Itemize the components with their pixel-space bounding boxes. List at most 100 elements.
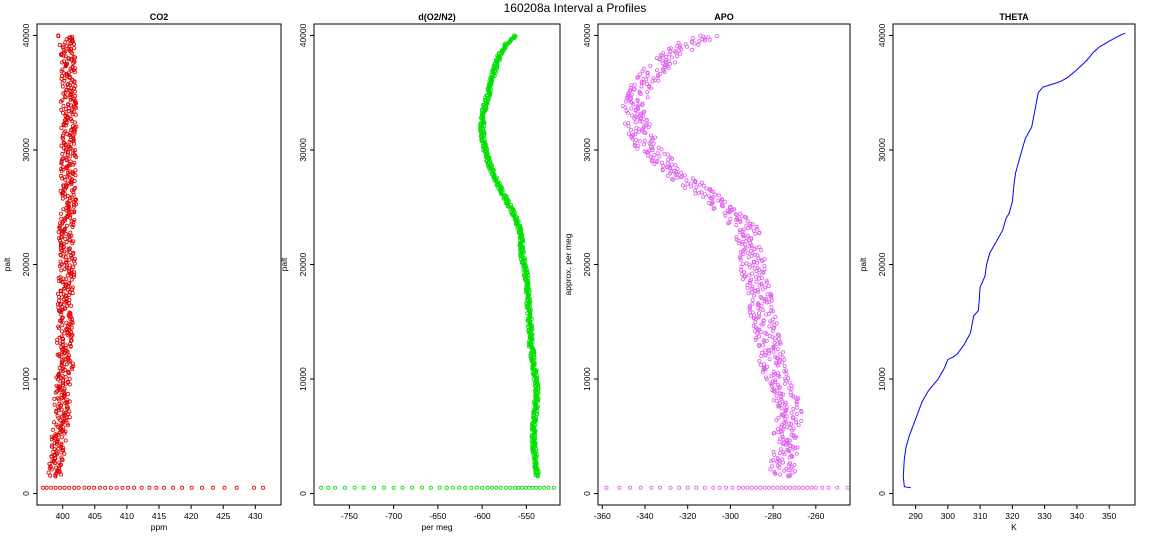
data-point xyxy=(750,271,755,276)
data-point xyxy=(59,301,64,306)
data-point xyxy=(750,301,755,306)
data-point xyxy=(629,85,634,90)
data-point xyxy=(63,149,68,154)
data-point xyxy=(67,246,72,251)
data-point xyxy=(67,144,72,149)
data-point xyxy=(764,375,769,380)
data-point xyxy=(775,363,780,368)
data-point xyxy=(767,351,772,356)
data-point xyxy=(59,211,64,216)
data-point xyxy=(753,319,758,324)
data-point xyxy=(65,398,70,403)
data-point xyxy=(785,437,790,442)
data-point xyxy=(450,485,455,490)
data-point xyxy=(234,485,239,490)
data-point xyxy=(773,379,778,384)
data-point xyxy=(784,405,789,410)
data-point xyxy=(737,228,742,233)
x-tick-label: -360 xyxy=(594,511,611,521)
y-tick-label: 10000 xyxy=(298,367,308,391)
data-point xyxy=(777,337,782,342)
data-point xyxy=(782,468,787,473)
data-point xyxy=(642,142,647,147)
data-point xyxy=(97,485,102,490)
x-tick-label: 430 xyxy=(248,511,262,521)
data-point xyxy=(61,146,66,151)
x-tick-label: 415 xyxy=(152,511,166,521)
data-point xyxy=(60,358,65,363)
data-point xyxy=(669,162,674,167)
data-point xyxy=(672,60,677,65)
data-point xyxy=(766,347,771,352)
data-point xyxy=(771,349,776,354)
data-point xyxy=(66,106,71,111)
data-point xyxy=(69,319,74,324)
data-point xyxy=(59,289,64,294)
data-point xyxy=(644,117,649,122)
data-point xyxy=(783,400,788,405)
data-point xyxy=(63,374,68,379)
data-point xyxy=(251,485,256,490)
data-point xyxy=(768,381,773,386)
data-point xyxy=(494,485,499,490)
data-point xyxy=(63,438,68,443)
data-point xyxy=(788,485,793,490)
data-point xyxy=(794,420,799,425)
data-point xyxy=(56,396,61,401)
data-point xyxy=(780,457,785,462)
data-point xyxy=(73,100,78,105)
data-point xyxy=(767,357,772,362)
data-point xyxy=(757,311,762,316)
data-point xyxy=(732,207,737,212)
data-point xyxy=(738,229,743,234)
data-point xyxy=(62,76,67,81)
data-point xyxy=(65,304,70,309)
data-point xyxy=(126,485,131,490)
data-point xyxy=(632,87,637,92)
data-point xyxy=(710,200,715,205)
data-point xyxy=(620,104,625,109)
data-point xyxy=(751,316,756,321)
data-point xyxy=(748,221,753,226)
data-point xyxy=(66,172,71,177)
data-point xyxy=(788,390,793,395)
y-tick-label: 0 xyxy=(298,491,308,496)
data-point xyxy=(82,485,87,490)
data-point xyxy=(760,269,765,274)
data-point xyxy=(749,236,754,241)
data-point xyxy=(801,485,806,490)
data-point xyxy=(786,376,791,381)
data-point xyxy=(739,268,744,273)
data-point xyxy=(662,151,667,156)
data-point xyxy=(67,263,72,268)
data-point xyxy=(59,354,64,359)
data-point xyxy=(72,178,77,183)
data-point xyxy=(361,485,366,490)
plot-frame xyxy=(597,23,851,506)
data-point xyxy=(781,450,786,455)
data-point xyxy=(114,485,119,490)
data-point xyxy=(744,261,749,266)
x-tick-label: -600 xyxy=(474,511,491,521)
data-point xyxy=(629,92,634,97)
data-point xyxy=(64,223,69,228)
data-point xyxy=(771,457,776,462)
data-point xyxy=(826,485,831,490)
data-point xyxy=(645,90,650,95)
data-point xyxy=(776,371,781,376)
data-point xyxy=(352,485,357,490)
data-point xyxy=(730,485,735,490)
data-point xyxy=(60,135,65,140)
data-point xyxy=(108,485,113,490)
data-point xyxy=(629,100,634,105)
data-point xyxy=(632,82,637,87)
data-point xyxy=(713,192,718,197)
data-point xyxy=(70,170,75,175)
data-point xyxy=(723,199,728,204)
data-point xyxy=(762,263,767,268)
data-point xyxy=(716,198,721,203)
data-point xyxy=(60,151,65,156)
data-point xyxy=(764,296,769,301)
data-point xyxy=(60,220,65,225)
